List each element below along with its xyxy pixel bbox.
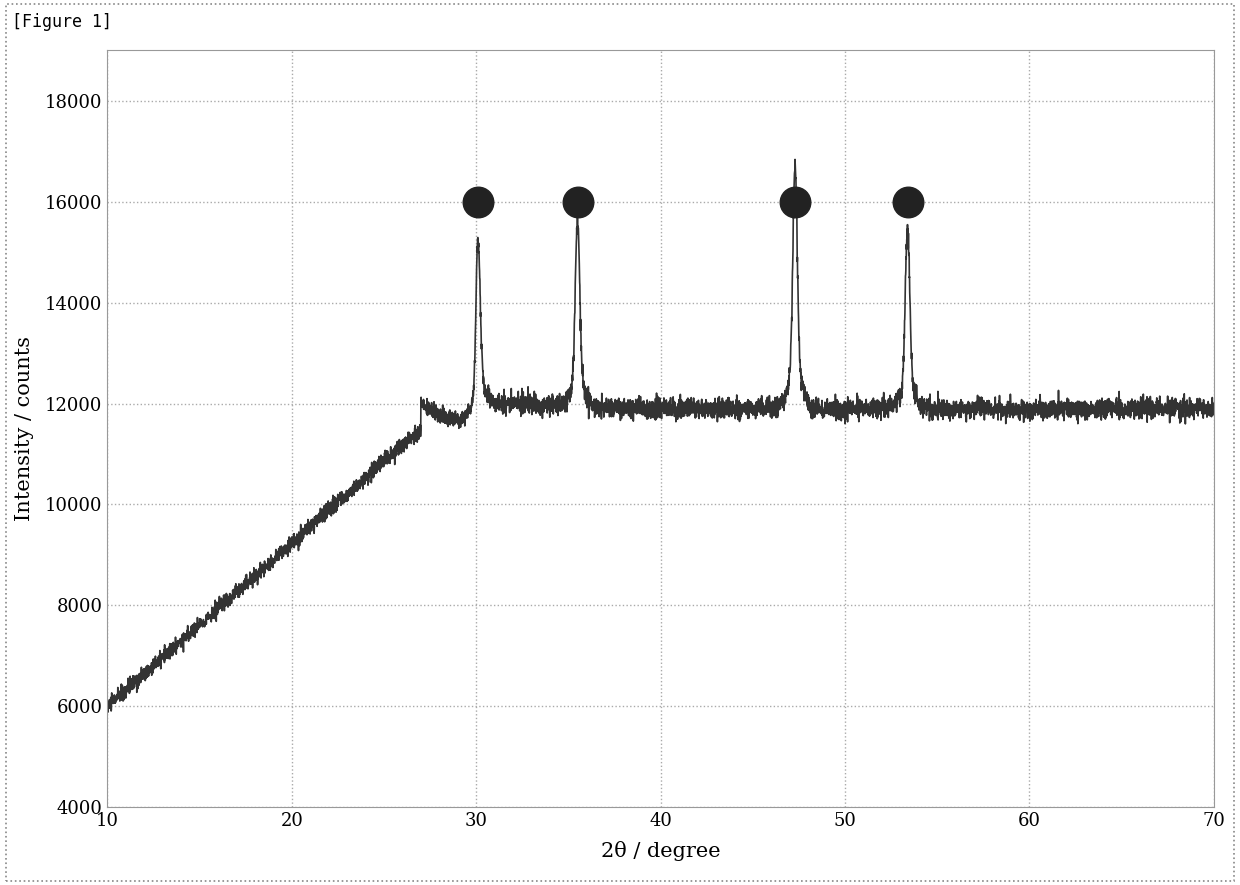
- Text: [Figure 1]: [Figure 1]: [12, 13, 113, 31]
- X-axis label: 2θ / degree: 2θ / degree: [600, 841, 720, 861]
- Y-axis label: Intensity / counts: Intensity / counts: [15, 336, 33, 521]
